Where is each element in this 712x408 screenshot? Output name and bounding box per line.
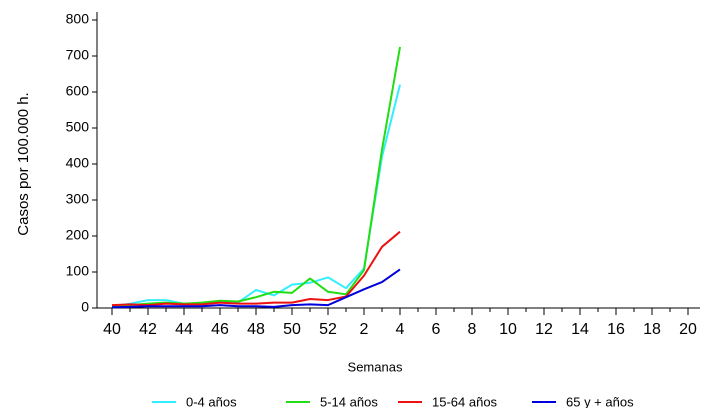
- y-tick-label: 400: [66, 155, 90, 171]
- legend-label: 65 y + años: [566, 394, 634, 408]
- x-tick-label: 52: [319, 321, 337, 338]
- x-tick-label: 6: [432, 321, 441, 338]
- x-tick-label: 40: [103, 321, 121, 338]
- x-tick-label: 42: [139, 321, 157, 338]
- y-tick-label: 300: [66, 191, 90, 207]
- x-tick-label: 46: [211, 321, 229, 338]
- y-tick-label: 200: [66, 227, 90, 243]
- y-tick-label: 0: [81, 299, 89, 315]
- y-tick-label: 800: [66, 11, 90, 27]
- legend-label: 15-64 años: [432, 394, 498, 408]
- legend-label: 0-4 años: [186, 394, 237, 408]
- x-tick-label: 12: [535, 321, 553, 338]
- x-tick-label: 50: [283, 321, 301, 338]
- y-tick-label: 500: [66, 119, 90, 135]
- legend-label: 5-14 años: [320, 394, 378, 408]
- x-tick-label: 10: [499, 321, 517, 338]
- x-tick-label: 16: [607, 321, 625, 338]
- y-tick-label: 100: [66, 263, 90, 279]
- x-tick-label: 2: [360, 321, 369, 338]
- y-tick-label: 600: [66, 83, 90, 99]
- x-tick-label: 20: [679, 321, 697, 338]
- y-axis-label: Casos por 100.000 h.: [15, 92, 32, 235]
- x-tick-label: 8: [468, 321, 477, 338]
- x-tick-label: 18: [643, 321, 661, 338]
- y-tick-label: 700: [66, 47, 90, 63]
- x-tick-label: 4: [396, 321, 405, 338]
- series-line: [111, 46, 401, 308]
- series-line: [111, 268, 401, 309]
- x-tick-label: 48: [247, 321, 265, 338]
- x-tick-label: 44: [175, 321, 193, 338]
- x-axis-label: Semanas: [348, 359, 403, 374]
- series-line: [111, 84, 401, 308]
- x-tick-label: 14: [571, 321, 589, 338]
- series-line: [111, 230, 401, 307]
